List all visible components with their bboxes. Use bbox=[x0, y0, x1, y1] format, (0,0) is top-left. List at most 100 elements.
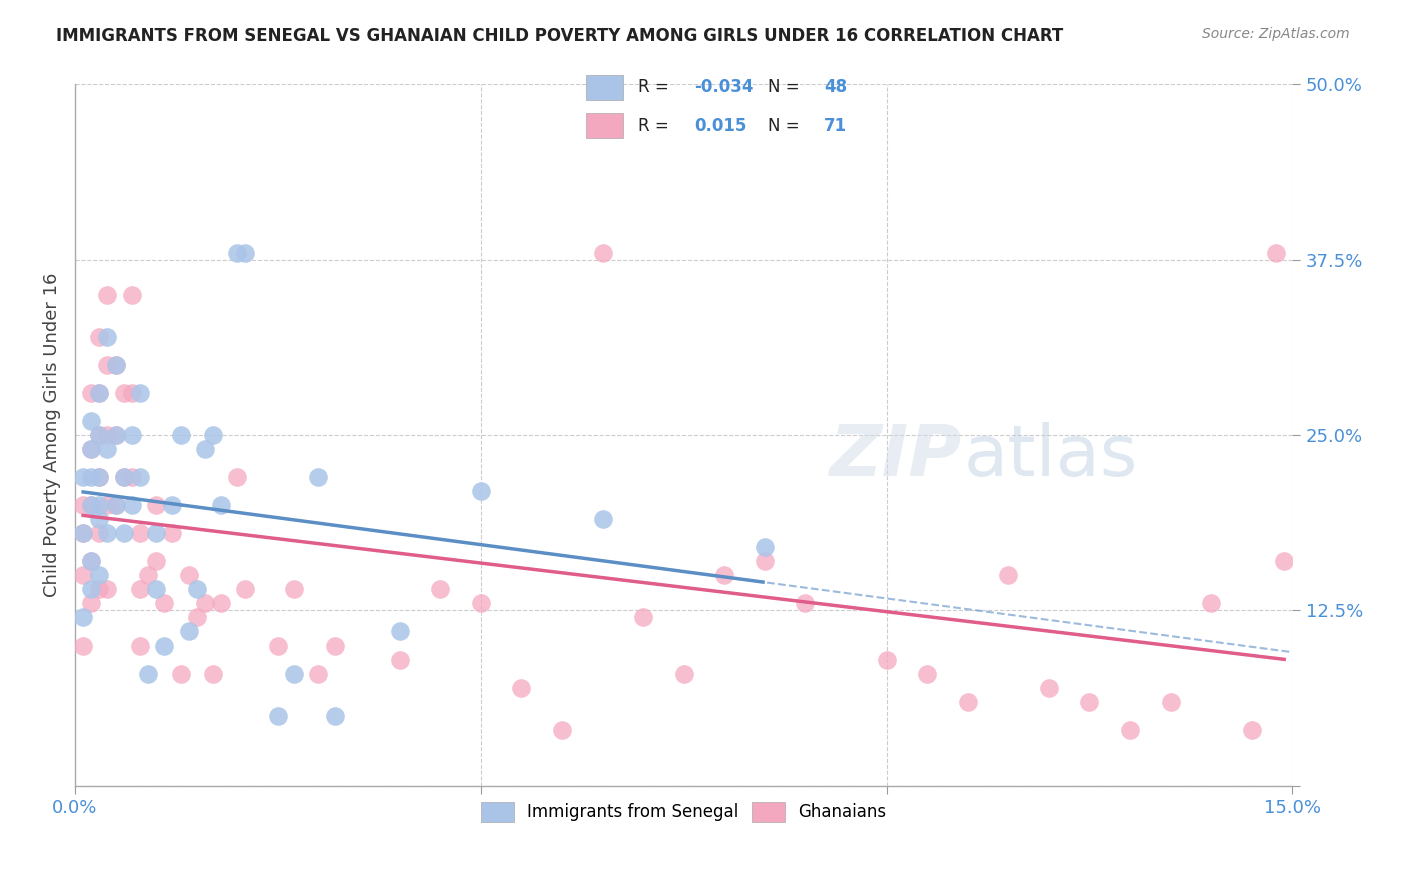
Point bbox=[510, 681, 533, 695]
Point bbox=[201, 666, 224, 681]
Point bbox=[209, 498, 232, 512]
Point bbox=[323, 708, 346, 723]
Legend: Immigrants from Senegal, Ghanaians: Immigrants from Senegal, Ghanaians bbox=[470, 790, 898, 833]
Point bbox=[592, 512, 614, 526]
Text: 0.015: 0.015 bbox=[695, 117, 747, 135]
Point bbox=[89, 498, 111, 512]
Point bbox=[186, 582, 208, 597]
Point bbox=[72, 610, 94, 624]
Text: R =: R = bbox=[638, 117, 679, 135]
Bar bbox=[586, 75, 623, 100]
Point bbox=[104, 428, 127, 442]
Point bbox=[226, 470, 249, 484]
Point bbox=[209, 596, 232, 610]
Point bbox=[1119, 723, 1142, 737]
Point bbox=[145, 526, 167, 541]
Point bbox=[80, 414, 103, 428]
Text: -0.034: -0.034 bbox=[695, 78, 754, 96]
Point bbox=[388, 652, 411, 666]
Point bbox=[104, 358, 127, 372]
Point bbox=[177, 624, 200, 639]
Point bbox=[470, 484, 492, 499]
Point bbox=[162, 498, 184, 512]
Point bbox=[96, 582, 118, 597]
Point bbox=[388, 624, 411, 639]
Point bbox=[121, 288, 143, 302]
Point bbox=[194, 596, 217, 610]
Point bbox=[136, 666, 159, 681]
Point bbox=[592, 245, 614, 260]
Point bbox=[754, 554, 776, 568]
Point bbox=[129, 470, 152, 484]
Point bbox=[104, 498, 127, 512]
Point bbox=[308, 470, 330, 484]
Point bbox=[429, 582, 451, 597]
Point bbox=[267, 708, 290, 723]
Point bbox=[80, 554, 103, 568]
Point bbox=[72, 498, 94, 512]
Point bbox=[470, 596, 492, 610]
Point bbox=[997, 568, 1019, 582]
Text: 48: 48 bbox=[824, 78, 846, 96]
Point bbox=[80, 442, 103, 457]
Point bbox=[72, 526, 94, 541]
Point bbox=[136, 568, 159, 582]
Point bbox=[323, 639, 346, 653]
Y-axis label: Child Poverty Among Girls Under 16: Child Poverty Among Girls Under 16 bbox=[44, 273, 60, 598]
Point bbox=[1038, 681, 1060, 695]
Point bbox=[153, 639, 176, 653]
Point bbox=[112, 386, 135, 401]
Point bbox=[89, 526, 111, 541]
Point bbox=[89, 428, 111, 442]
Point bbox=[129, 639, 152, 653]
Point bbox=[129, 386, 152, 401]
Point bbox=[112, 470, 135, 484]
Text: IMMIGRANTS FROM SENEGAL VS GHANAIAN CHILD POVERTY AMONG GIRLS UNDER 16 CORRELATI: IMMIGRANTS FROM SENEGAL VS GHANAIAN CHIL… bbox=[56, 27, 1063, 45]
Point bbox=[1160, 695, 1182, 709]
Point bbox=[112, 526, 135, 541]
Point bbox=[235, 245, 257, 260]
Point bbox=[80, 498, 103, 512]
Point bbox=[121, 428, 143, 442]
Point bbox=[121, 386, 143, 401]
Point bbox=[121, 498, 143, 512]
Point bbox=[80, 386, 103, 401]
Point bbox=[80, 470, 103, 484]
Point bbox=[145, 498, 167, 512]
Point bbox=[89, 470, 111, 484]
Point bbox=[80, 498, 103, 512]
Point bbox=[267, 639, 290, 653]
Point bbox=[89, 568, 111, 582]
Point bbox=[72, 639, 94, 653]
Point bbox=[169, 666, 191, 681]
Point bbox=[169, 428, 191, 442]
Point bbox=[80, 554, 103, 568]
Point bbox=[194, 442, 217, 457]
Point bbox=[153, 596, 176, 610]
Point bbox=[915, 666, 938, 681]
Point bbox=[956, 695, 979, 709]
Point bbox=[1272, 554, 1295, 568]
Point bbox=[89, 470, 111, 484]
Point bbox=[89, 582, 111, 597]
Point bbox=[794, 596, 817, 610]
Point bbox=[96, 442, 118, 457]
Point bbox=[121, 470, 143, 484]
Point bbox=[96, 288, 118, 302]
Text: ZIP: ZIP bbox=[830, 422, 962, 491]
Point bbox=[80, 582, 103, 597]
Point bbox=[1199, 596, 1222, 610]
Point bbox=[96, 526, 118, 541]
Point bbox=[80, 442, 103, 457]
Point bbox=[177, 568, 200, 582]
Point bbox=[112, 470, 135, 484]
Point bbox=[89, 386, 111, 401]
Point bbox=[876, 652, 898, 666]
Point bbox=[145, 554, 167, 568]
Point bbox=[1265, 245, 1288, 260]
Point bbox=[162, 526, 184, 541]
Point bbox=[80, 596, 103, 610]
Point bbox=[96, 498, 118, 512]
Point bbox=[186, 610, 208, 624]
Point bbox=[89, 330, 111, 344]
